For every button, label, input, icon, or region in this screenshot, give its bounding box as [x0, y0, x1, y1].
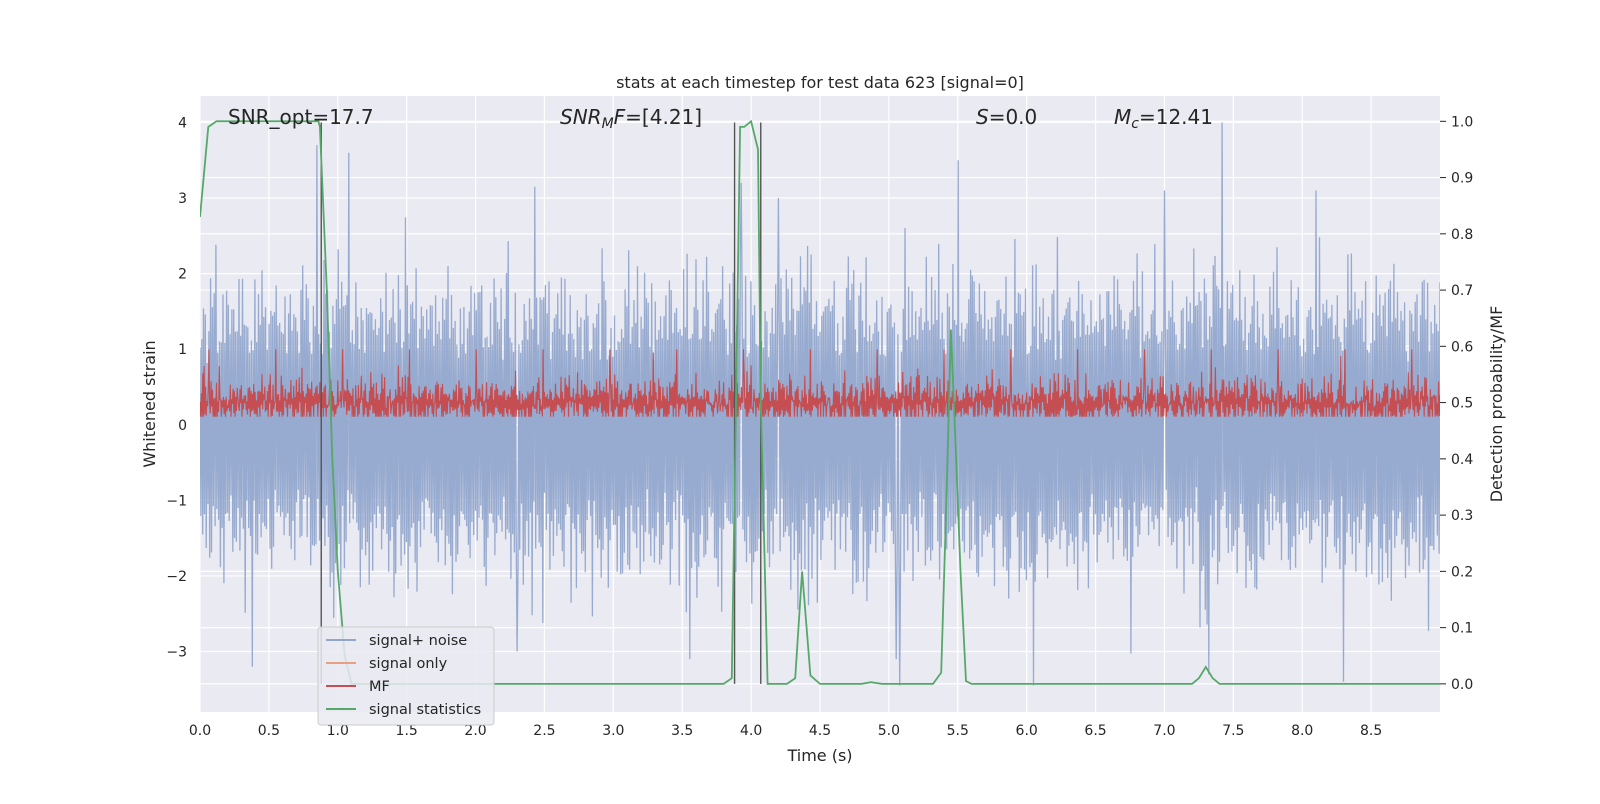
legend-label-signal-only: signal only — [369, 656, 448, 672]
y-left-tick-label-7: 4 — [178, 115, 187, 131]
x-tick-label-16: 8.0 — [1291, 723, 1313, 739]
x-tick-label-10: 5.0 — [878, 723, 900, 739]
y-right-tick-label-5: 0.5 — [1451, 396, 1473, 412]
s-var: S — [976, 105, 989, 129]
legend-label-signal-noise: signal+ noise — [369, 633, 467, 649]
chart-title: stats at each timestep for test data 623… — [616, 73, 1024, 92]
y-left-tick-label-0: −3 — [166, 645, 187, 661]
x-tick-label-1: 0.5 — [258, 723, 280, 739]
mf-line — [200, 349, 1440, 417]
s-value: =0.0 — [989, 105, 1038, 129]
y-axis-right-ticks: 0.0 0.1 0.2 0.3 0.4 0.5 0.6 0.7 0.8 0.9 1.0 — [1440, 114, 1473, 693]
y-axis-right-label: Detection probability/MF — [1487, 306, 1506, 503]
snr-mf-var2: F — [614, 105, 626, 129]
signal-statistics-line — [200, 119, 1440, 685]
snr-mf-var: SNR — [560, 105, 602, 129]
y-right-tick-label-9: 0.9 — [1451, 171, 1473, 187]
y-right-tick-label-0: 0.0 — [1451, 677, 1473, 693]
x-tick-label-6: 3.0 — [602, 723, 624, 739]
x-tick-label-5: 2.5 — [533, 723, 555, 739]
y-right-tick-label-4: 0.4 — [1451, 452, 1473, 468]
x-tick-label-13: 6.5 — [1084, 723, 1106, 739]
y-right-tick-label-1: 0.1 — [1451, 621, 1473, 637]
x-axis-ticks: 0.0 0.5 1.0 1.5 2.0 2.5 3.0 3.5 4.0 4.5 5.0 5.5 6.0 6… — [189, 723, 1382, 739]
annotation-snr-mf: SNRMF=[4.21] — [560, 105, 702, 132]
signal-statistics-series — [200, 119, 1440, 685]
x-axis-label: Time (s) — [786, 746, 852, 765]
legend-box — [317, 626, 495, 726]
annotation-mc: Mc=12.41 — [1114, 105, 1213, 132]
y-left-tick-label-2: −1 — [166, 493, 187, 509]
x-tick-label-15: 7.5 — [1222, 723, 1244, 739]
mc-value: =12.41 — [1139, 105, 1213, 129]
snr-mf-sub: M — [602, 116, 614, 132]
mf-series — [200, 349, 1440, 417]
x-tick-label-11: 5.5 — [947, 723, 969, 739]
x-tick-label-14: 7.0 — [1153, 723, 1175, 739]
x-tick-label-7: 3.5 — [671, 723, 693, 739]
y-left-tick-label-6: 3 — [178, 191, 187, 207]
mc-var: M — [1114, 105, 1131, 129]
y-left-tick-label-5: 2 — [178, 267, 187, 283]
x-tick-label-4: 2.0 — [464, 723, 486, 739]
x-tick-label-9: 4.5 — [809, 723, 831, 739]
x-tick-label-12: 6.0 — [1016, 723, 1038, 739]
annotation-s: S=0.0 — [976, 105, 1037, 129]
x-tick-label-17: 8.5 — [1360, 723, 1382, 739]
signal-noise-line — [200, 122, 1440, 686]
y-right-tick-label-3: 0.3 — [1451, 508, 1473, 524]
legend-label-mf: MF — [369, 679, 390, 695]
legend-label-signal-statistics: signal statistics — [369, 702, 481, 718]
y-right-tick-label-7: 0.7 — [1451, 283, 1473, 299]
annotation-snr-opt: SNR_opt=17.7 — [228, 105, 374, 129]
y-right-tick-label-2: 0.2 — [1451, 564, 1473, 580]
y-left-tick-label-1: −2 — [166, 569, 187, 585]
y-right-tick-label-8: 0.8 — [1451, 227, 1473, 243]
y-left-tick-label-4: 1 — [178, 342, 187, 358]
x-tick-label-2: 1.0 — [327, 723, 349, 739]
legend: signal+ noise signal only MF signal stat… — [317, 626, 495, 726]
y-axis-left-label: Whitened strain — [140, 340, 159, 467]
y-right-tick-label-6: 0.6 — [1451, 339, 1473, 355]
signal-noise-series — [200, 122, 1440, 686]
x-tick-label-3: 1.5 — [396, 723, 418, 739]
x-tick-label-0: 0.0 — [189, 723, 211, 739]
y-axis-left-ticks: −3 −2 −1 0 1 2 3 4 — [166, 115, 187, 660]
y-left-tick-label-3: 0 — [178, 418, 187, 434]
snr-mf-value: =[4.21] — [625, 105, 702, 129]
x-tick-label-8: 4.0 — [740, 723, 762, 739]
y-right-tick-label-10: 1.0 — [1451, 114, 1473, 130]
mc-sub: c — [1131, 116, 1139, 132]
